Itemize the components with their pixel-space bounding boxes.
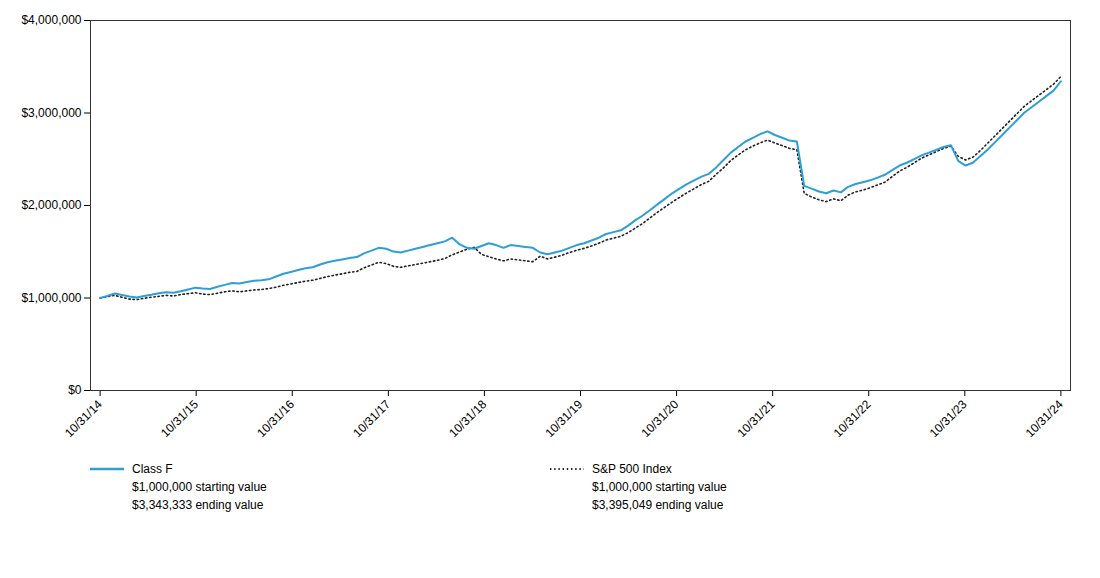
html-text:$3,343,333 ending value: $3,343,333 ending value [132, 498, 264, 512]
svg-text:10/31/14: 10/31/14 [62, 397, 105, 440]
svg-text:$4,000,000: $4,000,000 [21, 13, 81, 27]
svg-text:$3,000,000: $3,000,000 [21, 106, 81, 120]
svg-text:10/31/17: 10/31/17 [350, 397, 393, 440]
svg-text:10/31/24: 10/31/24 [1023, 397, 1066, 440]
svg-text:10/31/22: 10/31/22 [831, 397, 874, 440]
svg-text:10/31/15: 10/31/15 [158, 397, 201, 440]
svg-text:$0: $0 [68, 383, 82, 397]
html-text:$3,395,049 ending value: $3,395,049 ending value [592, 498, 724, 512]
svg-text:$1,000,000: $1,000,000 [21, 291, 81, 305]
svg-text:10/31/18: 10/31/18 [446, 397, 489, 440]
svg-text:10/31/23: 10/31/23 [927, 397, 970, 440]
svg-text:$2,000,000: $2,000,000 [21, 198, 81, 212]
html-text:$1,000,000 starting value: $1,000,000 starting value [132, 480, 267, 494]
svg-text:10/31/21: 10/31/21 [735, 397, 778, 440]
svg-text:10/31/19: 10/31/19 [542, 397, 585, 440]
html-text:S&P 500 Index: S&P 500 Index [592, 462, 672, 476]
svg-text:10/31/16: 10/31/16 [254, 397, 297, 440]
svg-text:10/31/20: 10/31/20 [638, 397, 681, 440]
html-text:Class F: Class F [132, 462, 173, 476]
html-text:$1,000,000 starting value: $1,000,000 starting value [592, 480, 727, 494]
